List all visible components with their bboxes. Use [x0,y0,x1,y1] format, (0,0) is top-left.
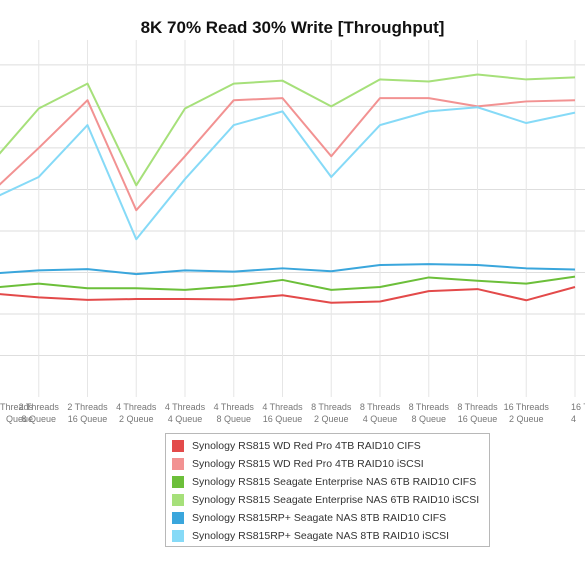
legend-item-2: Synology RS815 WD Red Pro 4TB RAID10 iSC… [172,455,489,473]
legend-swatch-3 [172,476,184,488]
x-tick-label-3: 2 Threads 16 Queue [67,402,108,424]
x-tick-label-10: 8 Threads 8 Queue [409,402,450,424]
legend-swatch-6 [172,530,184,542]
x-tick-label-1: Threads Queue [0,402,33,424]
series-line-5 [0,263,576,276]
grid [0,40,585,397]
legend-label-6: Synology RS815RP+ Seagate NAS 8TB RAID10… [192,530,450,542]
legend-item-3: Synology RS815 Seagate Enterprise NAS 6T… [172,473,489,491]
legend-label-3: Synology RS815 Seagate Enterprise NAS 6T… [192,476,477,488]
series-line-2 [0,97,576,212]
legend-item-1: Synology RS815 WD Red Pro 4TB RAID10 CIF… [172,437,489,455]
x-tick-label-13: 16 T4 [571,402,585,424]
x-tick-label-7: 4 Threads 16 Queue [262,402,303,424]
series-line-4 [0,73,576,187]
legend-label-5: Synology RS815RP+ Seagate NAS 8TB RAID10… [192,512,447,524]
series-line-3 [0,275,576,291]
x-tick-label-9: 8 Threads 4 Queue [360,402,401,424]
legend-item-6: Synology RS815RP+ Seagate NAS 8TB RAID10… [172,527,489,545]
series-line-6 [0,106,576,241]
series-line-1 [0,286,576,304]
x-tick-label-12: 16 Threads 2 Queue [504,402,550,424]
legend: Synology RS815 WD Red Pro 4TB RAID10 CIF… [165,433,490,547]
legend-swatch-1 [172,440,184,452]
series-lines [0,73,576,304]
legend-item-4: Synology RS815 Seagate Enterprise NAS 6T… [172,491,489,509]
legend-label-2: Synology RS815 WD Red Pro 4TB RAID10 iSC… [192,458,424,470]
legend-label-1: Synology RS815 WD Red Pro 4TB RAID10 CIF… [192,440,421,452]
x-tick-label-6: 4 Threads 8 Queue [214,402,255,424]
x-tick-label-8: 8 Threads 2 Queue [311,402,352,424]
x-tick-label-2: 2 Threads 8 Queue [19,402,60,424]
legend-label-4: Synology RS815 Seagate Enterprise NAS 6T… [192,494,480,506]
x-tick-label-4: 4 Threads 2 Queue [116,402,157,424]
x-tick-label-11: 8 Threads 16 Queue [457,402,498,424]
legend-item-5: Synology RS815RP+ Seagate NAS 8TB RAID10… [172,509,489,527]
legend-swatch-2 [172,458,184,470]
x-tick-label-5: 4 Threads 4 Queue [165,402,206,424]
legend-swatch-5 [172,512,184,524]
chart-title: 8K 70% Read 30% Write [Throughput] [140,18,445,37]
legend-swatch-4 [172,494,184,506]
